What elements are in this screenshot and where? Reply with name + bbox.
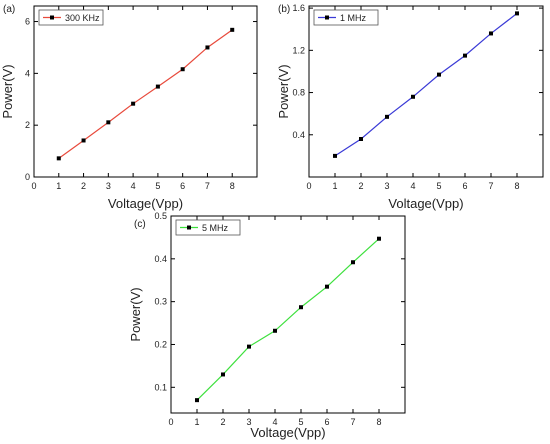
x-tick-label: 4 xyxy=(131,181,136,191)
y-axis-title: Power(V) xyxy=(0,64,15,118)
plot-frame xyxy=(170,215,406,414)
y-tick-label: 0 xyxy=(25,172,30,182)
data-point xyxy=(299,305,303,310)
data-point xyxy=(106,120,111,125)
x-tick-label: 5 xyxy=(155,181,160,191)
x-tick-label: 7 xyxy=(205,181,210,191)
x-tick-label: 1 xyxy=(332,181,337,191)
legend-marker xyxy=(187,225,191,230)
y-tick-label: 6 xyxy=(25,17,30,27)
data-point xyxy=(489,31,493,36)
data-point xyxy=(437,72,441,77)
data-point xyxy=(221,372,225,377)
legend-label: 300 KHz xyxy=(65,13,100,23)
x-tick-label: 8 xyxy=(376,417,381,427)
x-axis-title: Voltage(Vpp) xyxy=(108,196,183,211)
x-tick-label: 1 xyxy=(194,417,199,427)
data-point xyxy=(411,94,415,99)
x-tick-label: 7 xyxy=(488,181,493,191)
y-axis-title: Power(V) xyxy=(128,287,143,341)
data-point xyxy=(377,236,381,241)
series-line xyxy=(196,238,380,401)
data-point xyxy=(463,53,467,58)
series-line xyxy=(334,12,518,157)
legend-label: 1 MHz xyxy=(340,13,367,23)
x-tick-label: 0 xyxy=(31,181,36,191)
legend-box xyxy=(38,9,104,26)
data-point xyxy=(81,138,86,143)
legend-marker xyxy=(50,15,54,20)
x-axis-title: Voltage(Vpp) xyxy=(250,425,325,440)
x-tick-label: 3 xyxy=(246,417,251,427)
y-tick-label: 1.6 xyxy=(292,3,305,13)
data-point xyxy=(325,284,329,289)
x-tick-label: 7 xyxy=(350,417,355,427)
x-tick-label: 2 xyxy=(220,417,225,427)
y-tick-label: 0.3 xyxy=(154,297,167,307)
panel-label: (b) xyxy=(278,4,290,15)
x-tick-label: 3 xyxy=(106,181,111,191)
chart-panel-b: 0 1 2 3 4 5 6 7 8 0.4 0.8 1.2 1.6 1 MHz (b) Voltage(Vpp… xyxy=(276,3,544,211)
data-point xyxy=(205,45,210,50)
legend-marker xyxy=(325,15,329,20)
y-tick-label: 0.4 xyxy=(154,254,167,264)
legend-box xyxy=(313,9,379,26)
data-point xyxy=(333,153,337,158)
data-point xyxy=(180,67,185,72)
y-tick-label: 2 xyxy=(25,120,30,130)
data-point xyxy=(155,84,160,89)
x-tick-label: 5 xyxy=(298,417,303,427)
x-tick-label: 2 xyxy=(358,181,363,191)
y-tick-label: 0.2 xyxy=(154,339,167,349)
y-tick-label: 0.5 xyxy=(154,211,167,221)
y-tick-label: 1.2 xyxy=(292,45,305,55)
x-tick-label: 4 xyxy=(272,417,277,427)
legend-box xyxy=(175,219,241,236)
x-tick-label: 6 xyxy=(180,181,185,191)
y-tick-label: 4 xyxy=(25,68,30,78)
panel-label: (c) xyxy=(134,219,146,230)
series-line xyxy=(58,29,233,159)
data-point xyxy=(56,156,61,161)
x-tick-label: 0 xyxy=(306,181,311,191)
x-tick-label: 3 xyxy=(384,181,389,191)
data-point xyxy=(385,114,389,119)
x-axis-title: Voltage(Vpp) xyxy=(388,196,463,211)
data-point xyxy=(247,344,251,349)
data-point xyxy=(359,137,363,141)
plot-frame xyxy=(308,5,544,178)
plot-frame xyxy=(33,5,258,178)
y-axis-title: Power(V) xyxy=(276,64,291,118)
data-point xyxy=(230,27,235,32)
y-tick-label: 0.1 xyxy=(154,382,167,392)
data-point xyxy=(515,11,519,16)
x-tick-label: 6 xyxy=(324,417,329,427)
data-point xyxy=(351,260,355,265)
data-point xyxy=(195,398,199,403)
x-tick-label: 6 xyxy=(462,181,467,191)
chart-panel-c: 0 1 2 3 4 5 6 7 8 0.1 0.2 0.3 0.4 0.5 5 MHz (c) Voltage(… xyxy=(128,211,406,440)
x-tick-label: 1 xyxy=(56,181,61,191)
chart-panel-a: 0 1 2 3 4 5 6 7 8 0 2 4 6 300 KHz (a) Voltage(Vpp) Power… xyxy=(0,4,258,211)
x-tick-label: 4 xyxy=(410,181,415,191)
data-point xyxy=(273,328,277,333)
legend-label: 5 MHz xyxy=(202,223,229,233)
x-tick-label: 0 xyxy=(168,417,173,427)
panel-label: (a) xyxy=(3,4,15,15)
y-tick-label: 0.8 xyxy=(292,88,305,98)
y-tick-label: 0.4 xyxy=(292,130,305,140)
x-tick-label: 5 xyxy=(436,181,441,191)
x-tick-label: 2 xyxy=(81,181,86,191)
data-point xyxy=(131,101,136,106)
x-tick-label: 8 xyxy=(230,181,235,191)
x-tick-label: 8 xyxy=(514,181,519,191)
